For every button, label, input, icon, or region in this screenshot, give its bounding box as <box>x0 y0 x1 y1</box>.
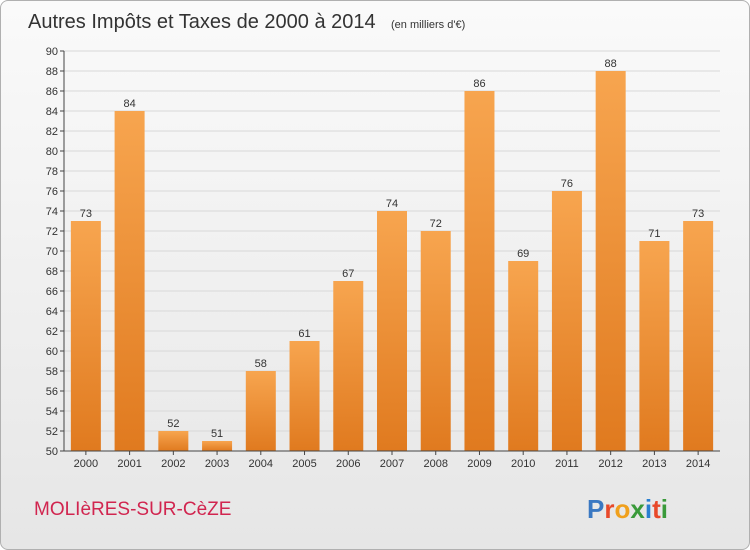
y-tick-label: 54 <box>46 406 58 418</box>
value-label-2010: 69 <box>517 248 529 260</box>
chart-title: Autres Impôts et Taxes de 2000 à 2014 <box>28 11 376 33</box>
bar-2009 <box>464 91 495 451</box>
bar-2007 <box>377 211 407 451</box>
y-tick-label: 66 <box>46 286 58 298</box>
x-tick-label-2005: 2005 <box>292 458 316 470</box>
bar-2001 <box>114 111 145 451</box>
y-tick-label: 86 <box>46 86 58 98</box>
value-label-2004: 58 <box>255 358 267 370</box>
bar-2004 <box>245 371 276 451</box>
y-tick-label: 68 <box>46 266 58 278</box>
y-tick-label: 70 <box>46 246 58 258</box>
proxiti-logo: Proxiti <box>587 494 668 524</box>
value-labels: 73 84 52 51 58 61 67 74 72 86 69 76 88 71 73 <box>80 58 705 440</box>
location-name: MOLIèRES-SUR-CèZE <box>34 499 231 520</box>
bar-2008 <box>420 231 451 451</box>
x-tick-label-2007: 2007 <box>380 458 404 470</box>
value-label-2001: 84 <box>123 98 135 110</box>
y-tick-label: 58 <box>46 366 58 378</box>
value-label-2014: 73 <box>692 208 704 220</box>
value-label-2002: 52 <box>167 418 179 430</box>
y-tick-label: 62 <box>46 326 58 338</box>
bar-2011 <box>551 191 582 451</box>
value-label-2013: 71 <box>648 228 660 240</box>
y-tick-label: 74 <box>46 206 58 218</box>
x-tick-label-2009: 2009 <box>467 458 491 470</box>
value-label-2003: 51 <box>211 428 223 440</box>
bar-2002 <box>158 431 189 451</box>
y-tick-label: 90 <box>46 46 58 58</box>
bar-2000 <box>70 221 101 451</box>
x-tick-label-2000: 2000 <box>74 458 98 470</box>
value-label-2008: 72 <box>430 218 442 230</box>
y-tick-label: 88 <box>46 66 58 78</box>
bar-2013 <box>639 241 670 451</box>
x-tick-label-2014: 2014 <box>686 458 710 470</box>
x-tick-label-2001: 2001 <box>117 458 141 470</box>
y-tick-label: 50 <box>46 446 58 458</box>
y-tick-label: 64 <box>46 306 58 318</box>
bar-2005 <box>289 341 320 451</box>
x-tick-label-2013: 2013 <box>642 458 666 470</box>
axes <box>63 51 720 452</box>
bar-2003 <box>202 441 233 451</box>
value-label-2007: 74 <box>386 198 398 210</box>
bar-2006 <box>333 281 364 451</box>
bar-2012 <box>595 71 626 451</box>
y-tick-label: 72 <box>46 226 58 238</box>
y-tick-label: 82 <box>46 126 58 138</box>
x-tick-label-2012: 2012 <box>598 458 622 470</box>
value-label-2006: 67 <box>342 268 354 280</box>
y-tick-label: 80 <box>46 146 58 158</box>
y-tick-label: 78 <box>46 166 58 178</box>
y-tick-label: 60 <box>46 346 58 358</box>
x-tick-label-2011: 2011 <box>555 458 579 470</box>
bar-2014 <box>683 221 714 451</box>
y-tick-label: 84 <box>46 106 58 118</box>
value-label-2009: 86 <box>473 78 485 90</box>
y-tick-label: 76 <box>46 186 58 198</box>
x-tick-label-2002: 2002 <box>161 458 185 470</box>
value-label-2011: 76 <box>561 178 573 190</box>
x-tick-label-2010: 2010 <box>511 458 535 470</box>
value-label-2012: 88 <box>605 58 617 70</box>
bar-2010 <box>508 261 539 451</box>
y-tick-label: 52 <box>46 426 58 438</box>
y-axis-ticks: 50 52 54 56 58 60 62 64 66 68 70 72 74 76 78 80 82 84 86 88… <box>46 46 64 458</box>
y-tick-label: 56 <box>46 386 58 398</box>
x-tick-label-2006: 2006 <box>336 458 360 470</box>
value-label-2005: 61 <box>298 328 310 340</box>
x-tick-label-2008: 2008 <box>423 458 447 470</box>
x-tick-label-2003: 2003 <box>205 458 229 470</box>
value-label-2000: 73 <box>80 208 92 220</box>
bars <box>70 71 714 451</box>
x-tick-label-2004: 2004 <box>249 458 273 470</box>
x-axis-ticks: 2000 2001 2002 2003 2004 2005 2006 2007 2008 2009… <box>74 451 710 470</box>
chart-subtitle: (en milliers d'€) <box>391 19 465 31</box>
